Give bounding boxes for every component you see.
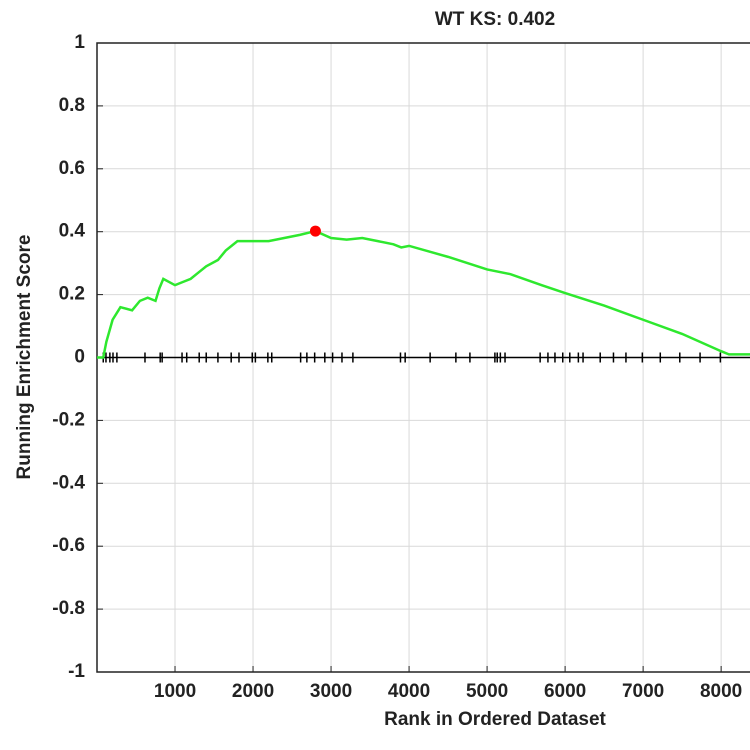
y-tick-label: 0.2 <box>59 284 85 305</box>
x-tick-label: 5000 <box>466 681 508 702</box>
enrichment-line <box>97 229 750 359</box>
x-tick-label: 4000 <box>388 681 430 702</box>
chart-title: WT KS: 0.402 <box>435 9 555 30</box>
y-tick-label: 0.8 <box>59 95 85 116</box>
x-tick-label: 3000 <box>310 681 352 702</box>
y-tick-label: -0.4 <box>52 472 85 493</box>
y-tick-label: -0.2 <box>52 409 85 430</box>
y-axis-label: Running Enrichment Score <box>14 235 35 480</box>
x-tick-label: 6000 <box>544 681 586 702</box>
x-tick-label: 7000 <box>622 681 664 702</box>
x-axis-label: Rank in Ordered Dataset <box>384 709 606 730</box>
y-tick-label: 0.4 <box>59 221 86 242</box>
peak-marker <box>309 225 321 237</box>
y-tick-label: 1 <box>74 32 85 53</box>
y-tick-label: -0.6 <box>52 535 85 556</box>
x-tick-label: 1000 <box>154 681 196 702</box>
y-tick-label: 0.6 <box>59 158 85 179</box>
y-tick-label: 0 <box>74 347 85 368</box>
x-tick-label: 8000 <box>700 681 742 702</box>
y-tick-label: -1 <box>68 661 85 682</box>
x-tick-label: 2000 <box>232 681 274 702</box>
y-tick-label: -0.8 <box>52 598 85 619</box>
